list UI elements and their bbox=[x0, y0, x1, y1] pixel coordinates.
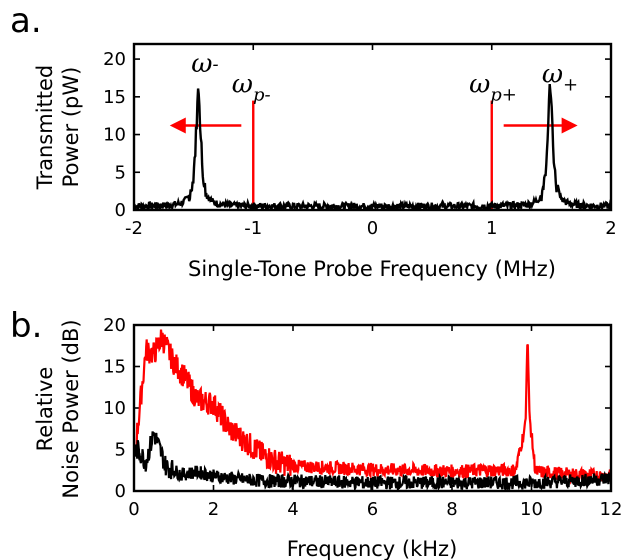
panel-a-chart: a. Transmitted Power (pW) Single-Tone Pr… bbox=[10, 1, 617, 281]
arrow-head bbox=[561, 117, 578, 134]
x-tick-label: 2 bbox=[208, 499, 219, 520]
x-tick-label: 2 bbox=[605, 218, 616, 239]
y-tick-label: 20 bbox=[103, 49, 126, 70]
y-tick-label: 15 bbox=[103, 87, 126, 108]
plot-frame bbox=[132, 323, 613, 493]
plot-area bbox=[134, 329, 611, 491]
y-tick-label: 10 bbox=[103, 125, 126, 146]
x-tick-label: -2 bbox=[125, 218, 143, 239]
omega-annotation: ω- bbox=[191, 49, 218, 79]
noise-trace-red bbox=[134, 329, 611, 485]
x-tick-label: 10 bbox=[520, 499, 543, 520]
panel-b-ylabel-line1: Relative bbox=[33, 367, 57, 452]
x-tick-label: 1 bbox=[486, 218, 497, 239]
plot-frame bbox=[132, 42, 613, 212]
y-tick-label: 5 bbox=[115, 162, 126, 183]
y-tick-label: 5 bbox=[115, 440, 126, 461]
x-tick-label: -1 bbox=[244, 218, 262, 239]
y-tick-label: 0 bbox=[115, 481, 126, 502]
x-tick-label: 0 bbox=[367, 218, 378, 239]
x-tick-label: 8 bbox=[446, 499, 457, 520]
y-tick-label: 10 bbox=[103, 398, 126, 419]
x-tick-label: 0 bbox=[128, 499, 139, 520]
panel-b-chart: b. Relative Noise Power (dB) Frequency (… bbox=[10, 306, 622, 560]
panel-a-ylabel-line2: Power (pW) bbox=[59, 67, 83, 188]
panel-a-ylabel-line1: Transmitted bbox=[33, 65, 57, 191]
y-tick-label: 0 bbox=[115, 200, 126, 221]
x-tick-label: 6 bbox=[367, 499, 378, 520]
transmission-trace bbox=[134, 83, 611, 210]
omega-annotation: ω+ bbox=[542, 59, 578, 95]
y-tick-label: 20 bbox=[103, 315, 126, 336]
panel-b-xlabel: Frequency (kHz) bbox=[287, 537, 458, 560]
panel-b-letter: b. bbox=[10, 306, 42, 346]
plot-area bbox=[134, 83, 611, 210]
omega-annotation: ωp+ bbox=[469, 69, 517, 105]
panel-b-ylabel-line2: Noise Power (dB) bbox=[59, 319, 83, 498]
x-tick-label: 12 bbox=[600, 499, 623, 520]
omega-annotation: ωp- bbox=[232, 69, 271, 105]
panel-a-xlabel: Single-Tone Probe Frequency (MHz) bbox=[188, 257, 556, 281]
x-tick-label: 4 bbox=[287, 499, 298, 520]
noise-trace-black bbox=[134, 431, 611, 491]
y-tick-label: 15 bbox=[103, 357, 126, 378]
panel-a-letter: a. bbox=[10, 1, 42, 41]
arrow-head bbox=[169, 117, 186, 134]
